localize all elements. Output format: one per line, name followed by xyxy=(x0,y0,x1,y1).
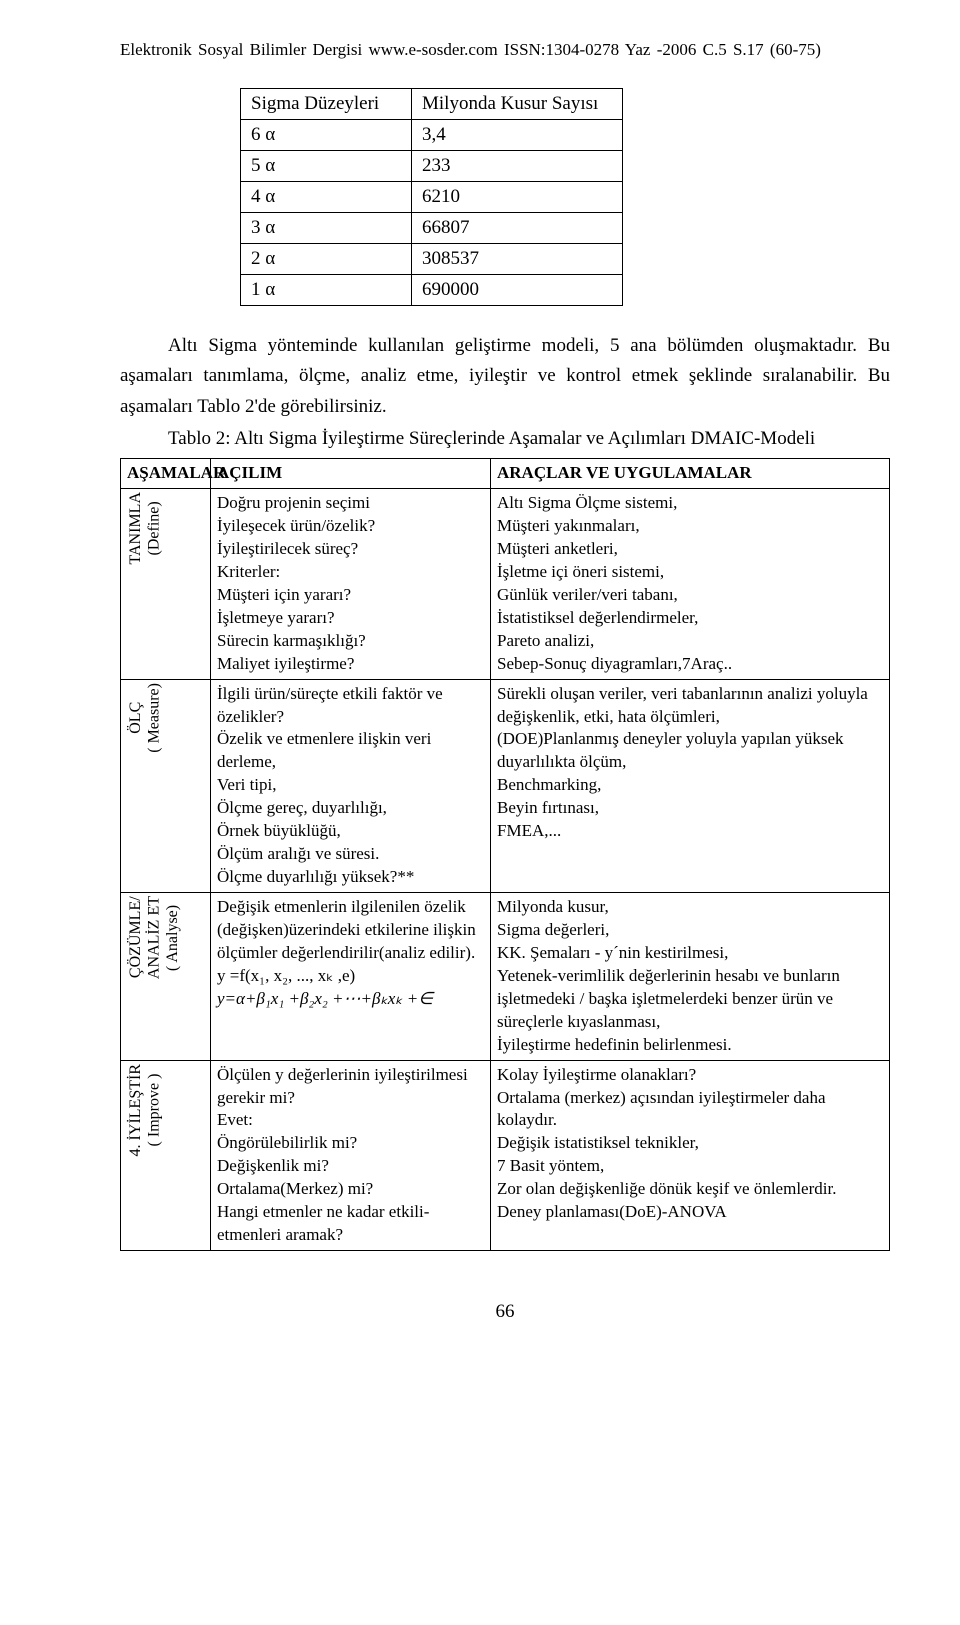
table-row: 6 α3,4 xyxy=(241,120,623,151)
improve-tools: Kolay İyileştirme olanakları? Ortalama (… xyxy=(491,1060,890,1251)
phase-label-improve: 4. İYİLEŞTİR ( Improve ) xyxy=(127,1064,164,1156)
table-row: 2 α308537 xyxy=(241,244,623,275)
table-row: 3 α66807 xyxy=(241,213,623,244)
define-open: Doğru projenin seçimi İyileşecek ürün/öz… xyxy=(211,489,491,680)
dmaic-header-tools: ARAÇLAR VE UYGULAMALAR xyxy=(491,459,890,489)
dmaic-row-define: TANIMLA (Define) Doğru projenin seçimi İ… xyxy=(121,489,890,680)
dmaic-row-measure: ÖLÇ ( Measure) İlgili ürün/süreçte etkil… xyxy=(121,679,890,892)
table-caption: Tablo 2: Altı Sigma İyileştirme Süreçler… xyxy=(120,428,890,450)
journal-header: Elektronik Sosyal Bilimler Dergisi www.e… xyxy=(120,40,890,60)
dmaic-row-analyse: ÇÖZÜMLE/ ANALİZ ET ( Analyse) Değişik et… xyxy=(121,893,890,1061)
sigma-header-level: Sigma Düzeyleri xyxy=(241,89,412,120)
page-number: 66 xyxy=(120,1301,890,1323)
dmaic-row-improve: 4. İYİLEŞTİR ( Improve ) Ölçülen y değer… xyxy=(121,1060,890,1251)
regression-equation: y=α+β₁x₁ +β₂x₂ +⋯+βₖxₖ +∈ xyxy=(217,989,433,1008)
phase-label-define: TANIMLA (Define) xyxy=(127,492,164,564)
table-row: 4 α6210 xyxy=(241,182,623,213)
sigma-levels-table: Sigma Düzeyleri Milyonda Kusur Sayısı 6 … xyxy=(240,88,623,306)
phase-label-analyse: ÇÖZÜMLE/ ANALİZ ET ( Analyse) xyxy=(127,896,182,979)
table-row: 5 α233 xyxy=(241,151,623,182)
analyse-tools: Milyonda kusur, Sigma değerleri, KK. Şem… xyxy=(491,893,890,1061)
sigma-header-count: Milyonda Kusur Sayısı xyxy=(412,89,623,120)
measure-tools: Sürekli oluşan veriler, veri tabanlarını… xyxy=(491,679,890,892)
analyse-open: Değişik etmenlerin ilgilenilen özelik (d… xyxy=(211,893,491,1061)
dmaic-header-phase: AŞAMALAR xyxy=(121,459,211,489)
table-row: 1 α690000 xyxy=(241,275,623,306)
phase-label-measure: ÖLÇ ( Measure) xyxy=(127,683,164,753)
body-paragraph: Altı Sigma yönteminde kullanılan gelişti… xyxy=(120,331,890,422)
dmaic-table: AŞAMALAR AÇILIM ARAÇLAR VE UYGULAMALAR T… xyxy=(120,458,890,1251)
improve-open: Ölçülen y değerlerinin iyileştirilmesi g… xyxy=(211,1060,491,1251)
dmaic-header-open: AÇILIM xyxy=(211,459,491,489)
define-tools: Altı Sigma Ölçme sistemi, Müşteri yakınm… xyxy=(491,489,890,680)
measure-open: İlgili ürün/süreçte etkili faktör ve öze… xyxy=(211,679,491,892)
